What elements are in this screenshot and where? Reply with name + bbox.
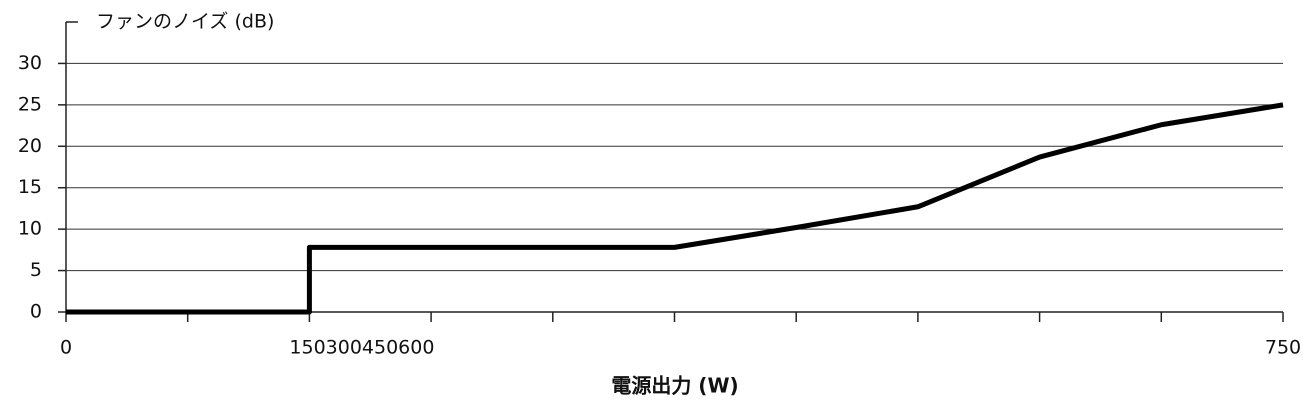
x-tick-label: 750 <box>1265 337 1301 359</box>
y-tick-label: 25 <box>18 93 42 115</box>
data-line <box>66 102 1284 315</box>
y-tick-label: 15 <box>18 176 42 198</box>
y-tick-label: 0 <box>30 301 42 323</box>
y-tick-label: 5 <box>30 259 42 281</box>
y-tick-label: 10 <box>18 218 42 240</box>
x-tick-label: 0 <box>60 337 72 359</box>
y-tick-label: 30 <box>18 52 42 74</box>
x-axis-label: 電源出力 (W) <box>611 374 738 398</box>
x-tick-label: 150300450600 <box>289 337 434 359</box>
y-tick-label: 20 <box>18 135 42 157</box>
y-axis-label: ファンのノイズ (dB) <box>96 11 274 33</box>
